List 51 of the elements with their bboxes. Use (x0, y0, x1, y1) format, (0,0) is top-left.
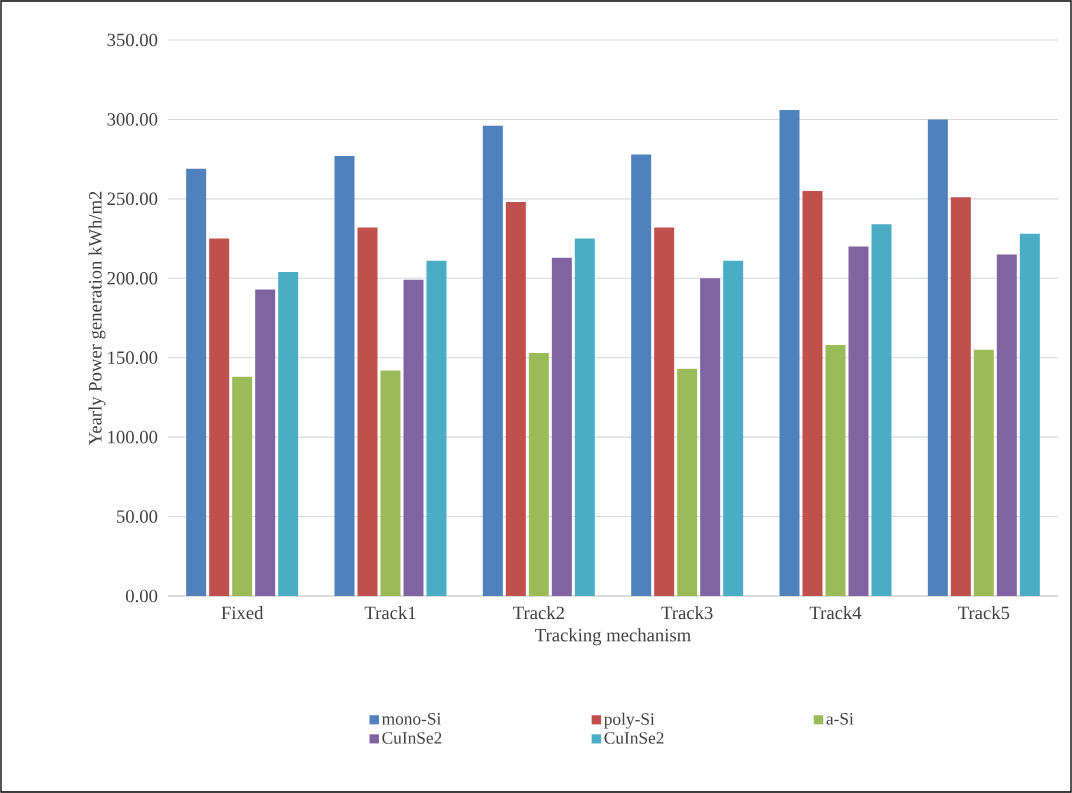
legend-label: CuInSe2 (382, 732, 442, 744)
bar (426, 260, 447, 596)
y-tick-label: 350.00 (107, 33, 158, 47)
x-tick-label: Track2 (513, 606, 564, 620)
legend-label: a-Si (826, 713, 854, 725)
bar (278, 271, 299, 596)
x-tick-label: Track4 (809, 606, 862, 620)
bar (654, 227, 675, 596)
bar (232, 376, 253, 596)
bar (996, 254, 1017, 596)
y-tick-label: 100.00 (108, 430, 158, 444)
bar (802, 190, 823, 596)
legend-label: poly-Si (604, 712, 655, 729)
bar (973, 349, 994, 596)
x-tick-label: Track3 (661, 606, 713, 620)
bar (950, 197, 971, 596)
bar (380, 370, 401, 596)
x-tick-label: Track5 (958, 606, 1010, 620)
bar (677, 368, 698, 596)
y-axis-title: Yearly Power generation kWh/m2 (88, 191, 106, 446)
bar (927, 119, 948, 596)
y-tick-label: 150.00 (108, 351, 158, 365)
y-tick-label: 300.00 (107, 113, 158, 126)
bar (186, 168, 207, 596)
bar (403, 279, 424, 596)
bar (357, 227, 378, 596)
y-tick-label: 200.00 (107, 271, 158, 285)
y-tick-label: 250.00 (107, 192, 158, 206)
bar (1019, 233, 1040, 596)
bar (700, 278, 721, 596)
bar (779, 109, 800, 596)
bar (255, 289, 276, 596)
bar (631, 154, 652, 596)
bar (723, 260, 744, 596)
bar (528, 352, 549, 596)
bar (871, 224, 892, 596)
bar (574, 238, 595, 596)
x-axis-title: Tracking mechanism (535, 628, 691, 646)
bar (334, 155, 355, 596)
bar (482, 125, 503, 596)
x-tick-label: Fixed (221, 606, 264, 620)
y-tick-label: 0.00 (126, 589, 158, 603)
bar (825, 345, 846, 596)
y-tick-label: 50.00 (117, 510, 158, 523)
bar (209, 238, 230, 596)
legend-label: mono-Si (381, 713, 442, 725)
bar (848, 246, 869, 596)
bar (551, 257, 572, 596)
x-tick-label: Track1 (364, 606, 416, 620)
bar (505, 202, 526, 596)
legend-label: CuInSe2 (604, 732, 664, 744)
